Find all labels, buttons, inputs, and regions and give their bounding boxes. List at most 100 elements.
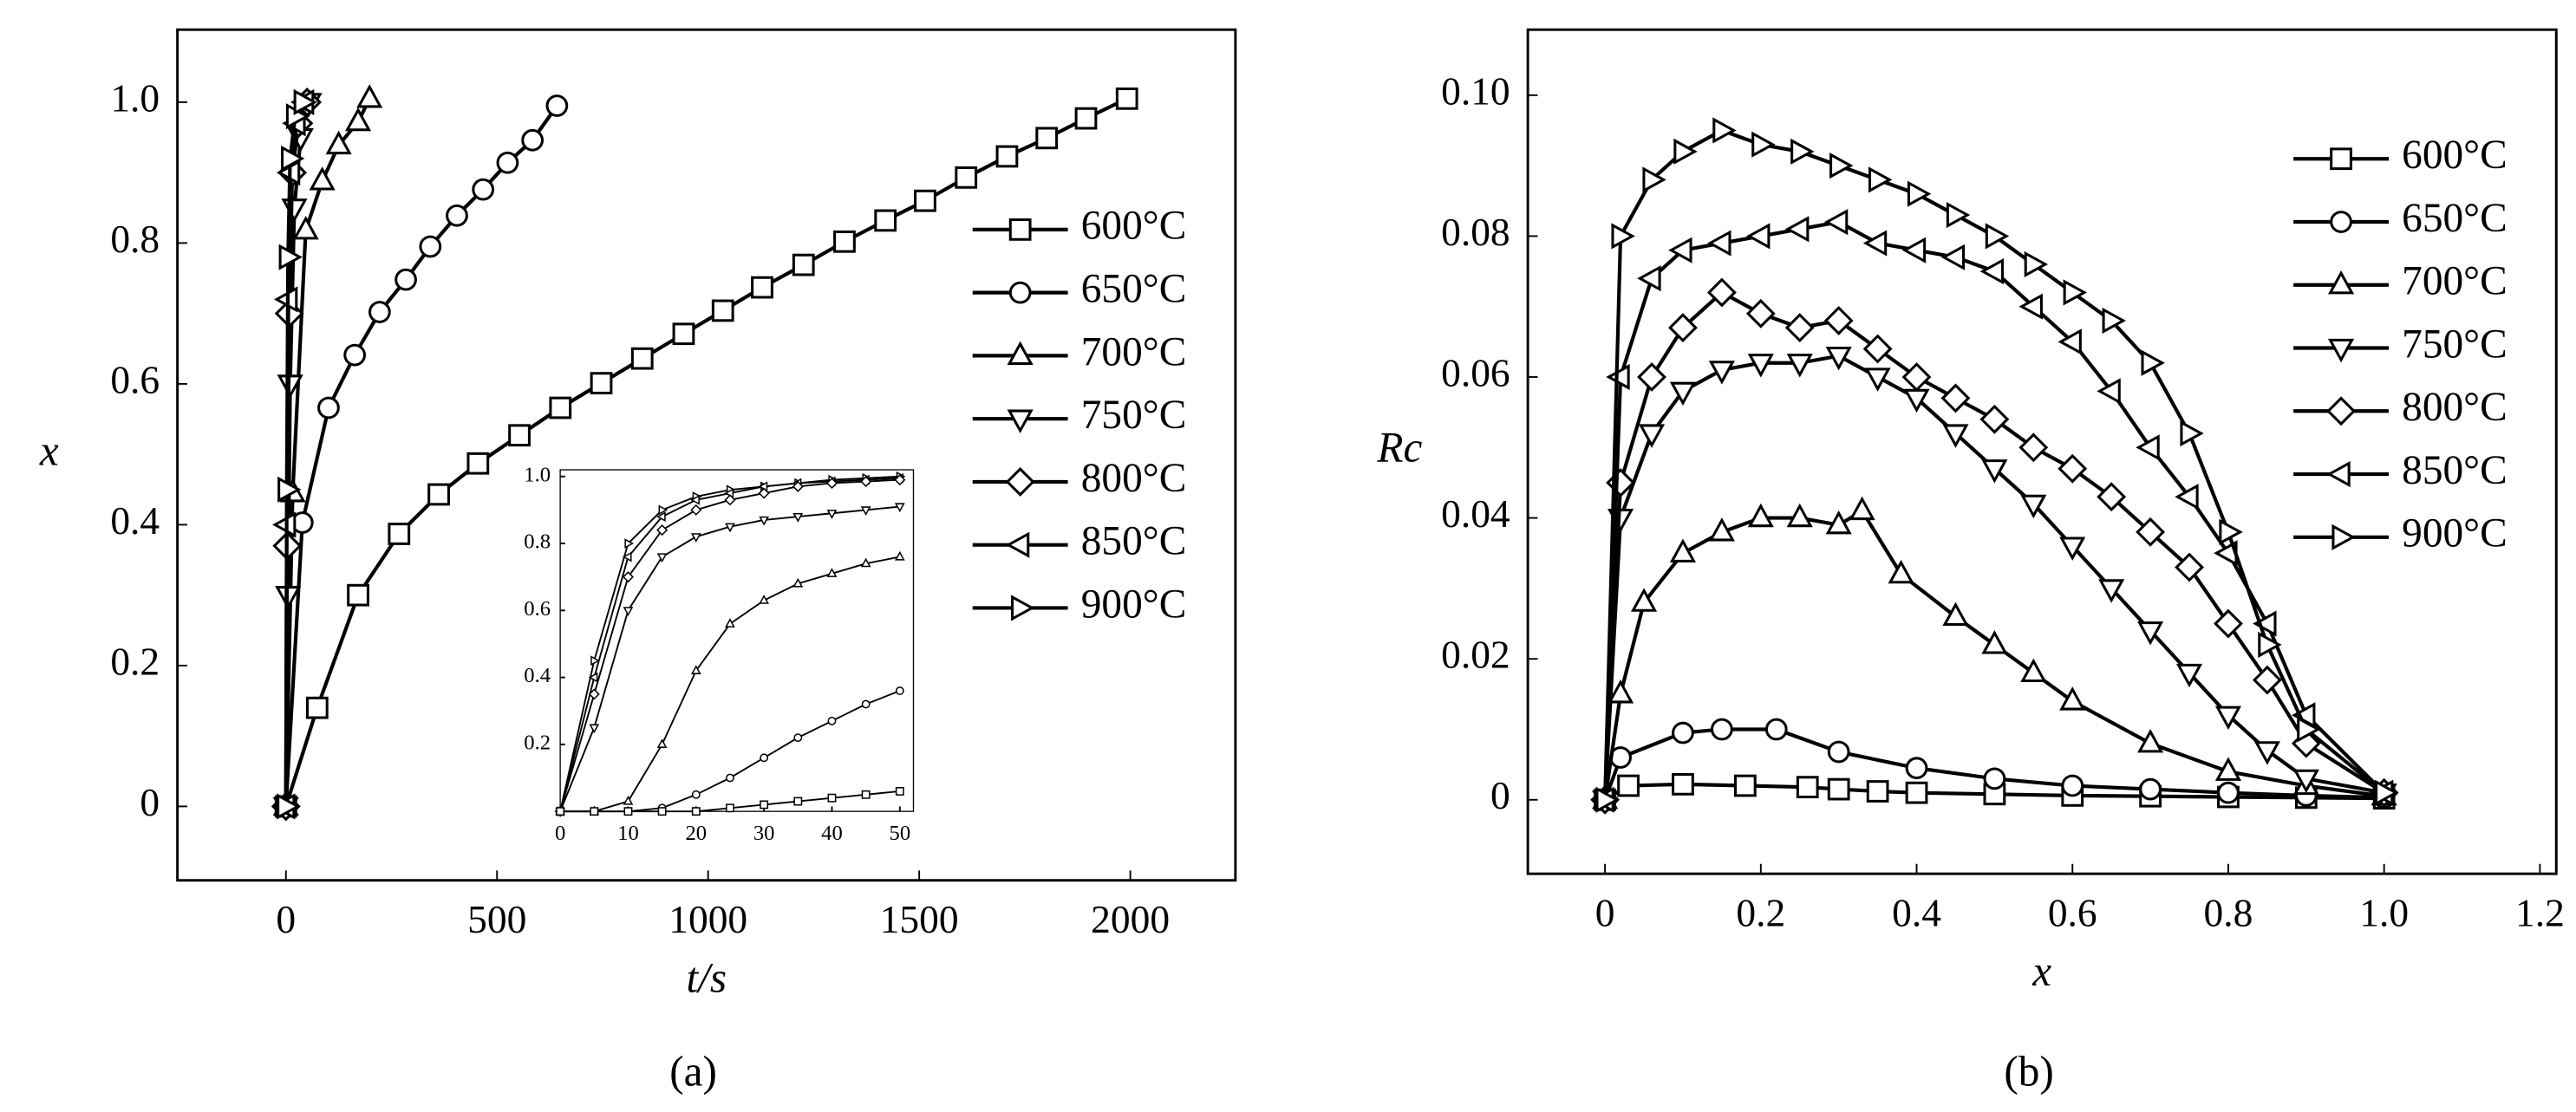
marker: [2139, 777, 2162, 801]
x-tick-label: 0: [276, 897, 296, 941]
y-tick-label: 0.06: [1441, 350, 1510, 394]
marker: [2061, 774, 2084, 797]
marker: [792, 513, 804, 523]
marker: [2253, 741, 2280, 765]
legend-label: 700°C: [2402, 259, 2508, 304]
marker: [861, 790, 871, 799]
marker: [1981, 459, 2008, 484]
marker: [995, 145, 1019, 168]
y-tick-label: 0.10: [1441, 68, 1510, 113]
marker: [1672, 721, 1694, 745]
marker: [1745, 298, 1776, 328]
marker: [1825, 510, 1852, 535]
marker: [1668, 237, 1692, 263]
marker: [427, 483, 450, 506]
legend-marker: [1005, 531, 1030, 558]
marker: [690, 494, 700, 505]
legend-label: 600°C: [1081, 204, 1187, 249]
marker: [1637, 265, 1661, 292]
marker: [317, 396, 340, 419]
y-tick-label: 0.6: [524, 597, 551, 621]
legend-label: 650°C: [2402, 196, 2508, 241]
marker: [1940, 383, 1971, 413]
marker: [347, 583, 369, 607]
marker: [759, 516, 770, 526]
marker: [690, 504, 702, 516]
legend-marker: [2330, 211, 2352, 233]
marker: [2141, 349, 2165, 376]
marker: [1707, 230, 1731, 257]
marker: [344, 107, 372, 132]
marker: [356, 84, 383, 108]
marker: [2137, 728, 2164, 753]
marker: [388, 523, 411, 545]
marker: [419, 235, 442, 258]
marker: [1905, 757, 1928, 780]
y-tick-label: 1.0: [524, 463, 551, 486]
marker: [2217, 781, 2240, 804]
series-line: [284, 96, 1128, 808]
marker: [894, 550, 905, 561]
marker: [2137, 621, 2164, 646]
marker: [2175, 552, 2204, 582]
x-tick-label: 0.6: [2048, 891, 2097, 935]
marker: [894, 503, 905, 513]
y-tick-label: 0.4: [110, 498, 160, 543]
marker: [1983, 767, 2006, 790]
marker: [860, 557, 871, 568]
marker: [2097, 378, 2121, 405]
marker: [1784, 216, 1810, 243]
marker: [1979, 257, 2004, 285]
marker: [1981, 630, 2008, 654]
marker: [1829, 153, 1854, 179]
marker: [1706, 277, 1737, 308]
marker: [2098, 579, 2125, 603]
plot-frame: [559, 469, 915, 812]
marker: [656, 511, 666, 522]
marker: [2020, 658, 2047, 683]
y-axis-label: x: [39, 426, 59, 474]
marker: [1862, 334, 1893, 364]
x-tick-label: 1000: [668, 897, 747, 941]
y-tick-label: 0.8: [110, 217, 160, 261]
marker: [343, 343, 367, 367]
marker: [368, 301, 391, 323]
marker: [446, 204, 468, 227]
marker: [2214, 757, 2242, 781]
marker: [1747, 503, 1774, 528]
x-tick-label: 0: [1595, 891, 1615, 935]
x-tick-label: 0.2: [1736, 891, 1785, 935]
marker: [1630, 588, 1658, 612]
y-tick-label: 0: [140, 780, 160, 824]
marker: [1866, 780, 1889, 803]
marker: [914, 189, 936, 212]
marker: [656, 738, 668, 748]
marker: [1747, 354, 1774, 378]
legend-label: 850°C: [2402, 448, 2508, 493]
marker: [2258, 631, 2282, 658]
marker: [826, 568, 838, 577]
marker: [725, 618, 735, 628]
legend-marker: [1008, 281, 1032, 304]
marker: [874, 209, 897, 232]
marker: [2252, 665, 2282, 695]
marker: [1864, 367, 1891, 392]
marker: [2214, 706, 2242, 731]
legend-marker: [2327, 338, 2355, 363]
marker: [623, 607, 634, 616]
marker: [860, 476, 872, 488]
marker: [305, 696, 329, 719]
marker: [1849, 496, 1875, 521]
y-tick-label: 1.0: [110, 75, 160, 120]
marker: [725, 523, 735, 533]
marker: [1746, 223, 1771, 250]
marker: [1669, 538, 1697, 563]
legend-label: 900°C: [1081, 582, 1187, 627]
legend-label: 850°C: [1081, 519, 1187, 564]
marker: [2214, 608, 2243, 639]
marker: [760, 753, 769, 763]
marker: [590, 372, 613, 394]
legend-marker: [1007, 409, 1034, 433]
marker: [1901, 362, 1932, 392]
marker: [656, 524, 668, 536]
